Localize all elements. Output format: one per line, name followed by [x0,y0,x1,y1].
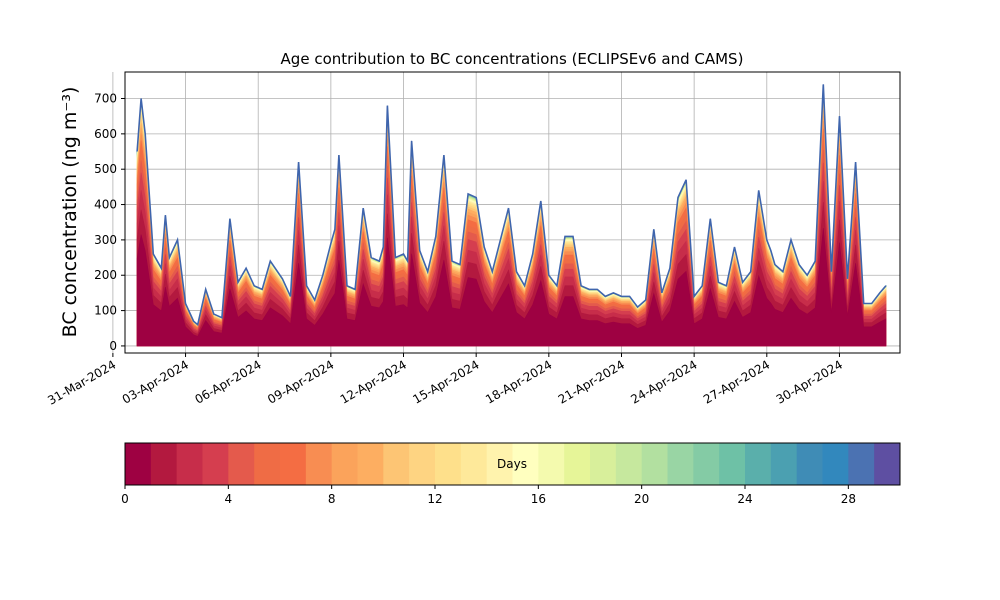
colorbar-segment [564,443,591,485]
x-tick-label: 31-Mar-2024 [45,357,118,407]
colorbar-segment [331,443,358,485]
chart-title: Age contribution to BC concentrations (E… [281,50,744,68]
x-tick-label: 24-Apr-2024 [628,357,699,406]
colorbar-segment [770,443,798,485]
x-tick-label: 18-Apr-2024 [483,357,554,406]
colorbar-frame [124,442,901,486]
colorbar-tick-label: 24 [737,492,752,506]
colorbar-segment [202,443,229,485]
x-tick-label: 27-Apr-2024 [701,357,772,406]
colorbar-segment [150,443,178,485]
colorbar-tick-label: 28 [841,492,856,506]
x-tick-label: 12-Apr-2024 [338,357,409,406]
x-tick-label: 21-Apr-2024 [556,357,627,406]
colorbar-tick-label: 12 [427,492,442,506]
plot-frame [124,71,901,354]
colorbar-tick-label: 16 [531,492,546,506]
colorbar-segment [512,443,539,485]
y-tick-label: 700 [94,92,117,106]
x-tick-label: 03-Apr-2024 [120,357,191,406]
colorbar-segment [280,443,307,485]
x-tick-label: 30-Apr-2024 [774,357,845,406]
colorbar-segment [357,443,384,485]
colorbar-segment [538,443,565,485]
age-band-0 [136,228,887,347]
x-tick-label: 15-Apr-2024 [410,357,481,406]
y-tick-label: 400 [94,198,117,212]
y-tick-label: 500 [94,162,117,176]
colorbar-segment [590,443,617,485]
colorbar-segment [486,443,513,485]
colorbar-tick-label: 0 [121,492,129,506]
colorbar-segment [125,443,152,485]
colorbar-segment [409,443,436,485]
y-axis-label: BC concentration (ng m⁻³) [59,87,81,338]
y-tick-label: 300 [94,233,117,247]
colorbar-label: Days [497,457,527,471]
colorbar-tick-label: 20 [634,492,649,506]
colorbar-segment [745,443,772,485]
colorbar-segment [796,443,823,485]
colorbar-segment [460,443,488,485]
x-tick-label: 06-Apr-2024 [192,357,263,406]
y-tick-label: 200 [94,268,117,282]
colorbar-segment [693,443,720,485]
colorbar-segment [254,443,281,485]
y-tick-label: 0 [109,339,117,353]
age-band-1 [136,202,887,347]
colorbar-segment [719,443,746,485]
colorbar-segment [667,443,694,485]
colorbar-segment [305,443,333,485]
x-tick-label: 09-Apr-2024 [265,357,336,406]
colorbar-segment [176,443,203,485]
colorbar-segment [874,443,901,485]
colorbar-segment [822,443,849,485]
colorbar-segment [641,443,668,485]
colorbar-segment [848,443,875,485]
colorbar: 0 4 8 12 16 20 24 28 [121,442,901,506]
colorbar-tick-label: 4 [225,492,233,506]
plot-area: 0 100 200 300 400 500 600 700 31-Mar-2024 03-Apr-… [45,71,901,408]
colorbar-segment [228,443,255,485]
colorbar-segment [383,443,410,485]
total-concentration-line [136,84,887,327]
y-tick-label: 100 [94,304,117,318]
colorbar-segment [435,443,462,485]
colorbar-tick-label: 8 [328,492,336,506]
y-tick-label: 600 [94,127,117,141]
colorbar-segment [615,443,643,485]
